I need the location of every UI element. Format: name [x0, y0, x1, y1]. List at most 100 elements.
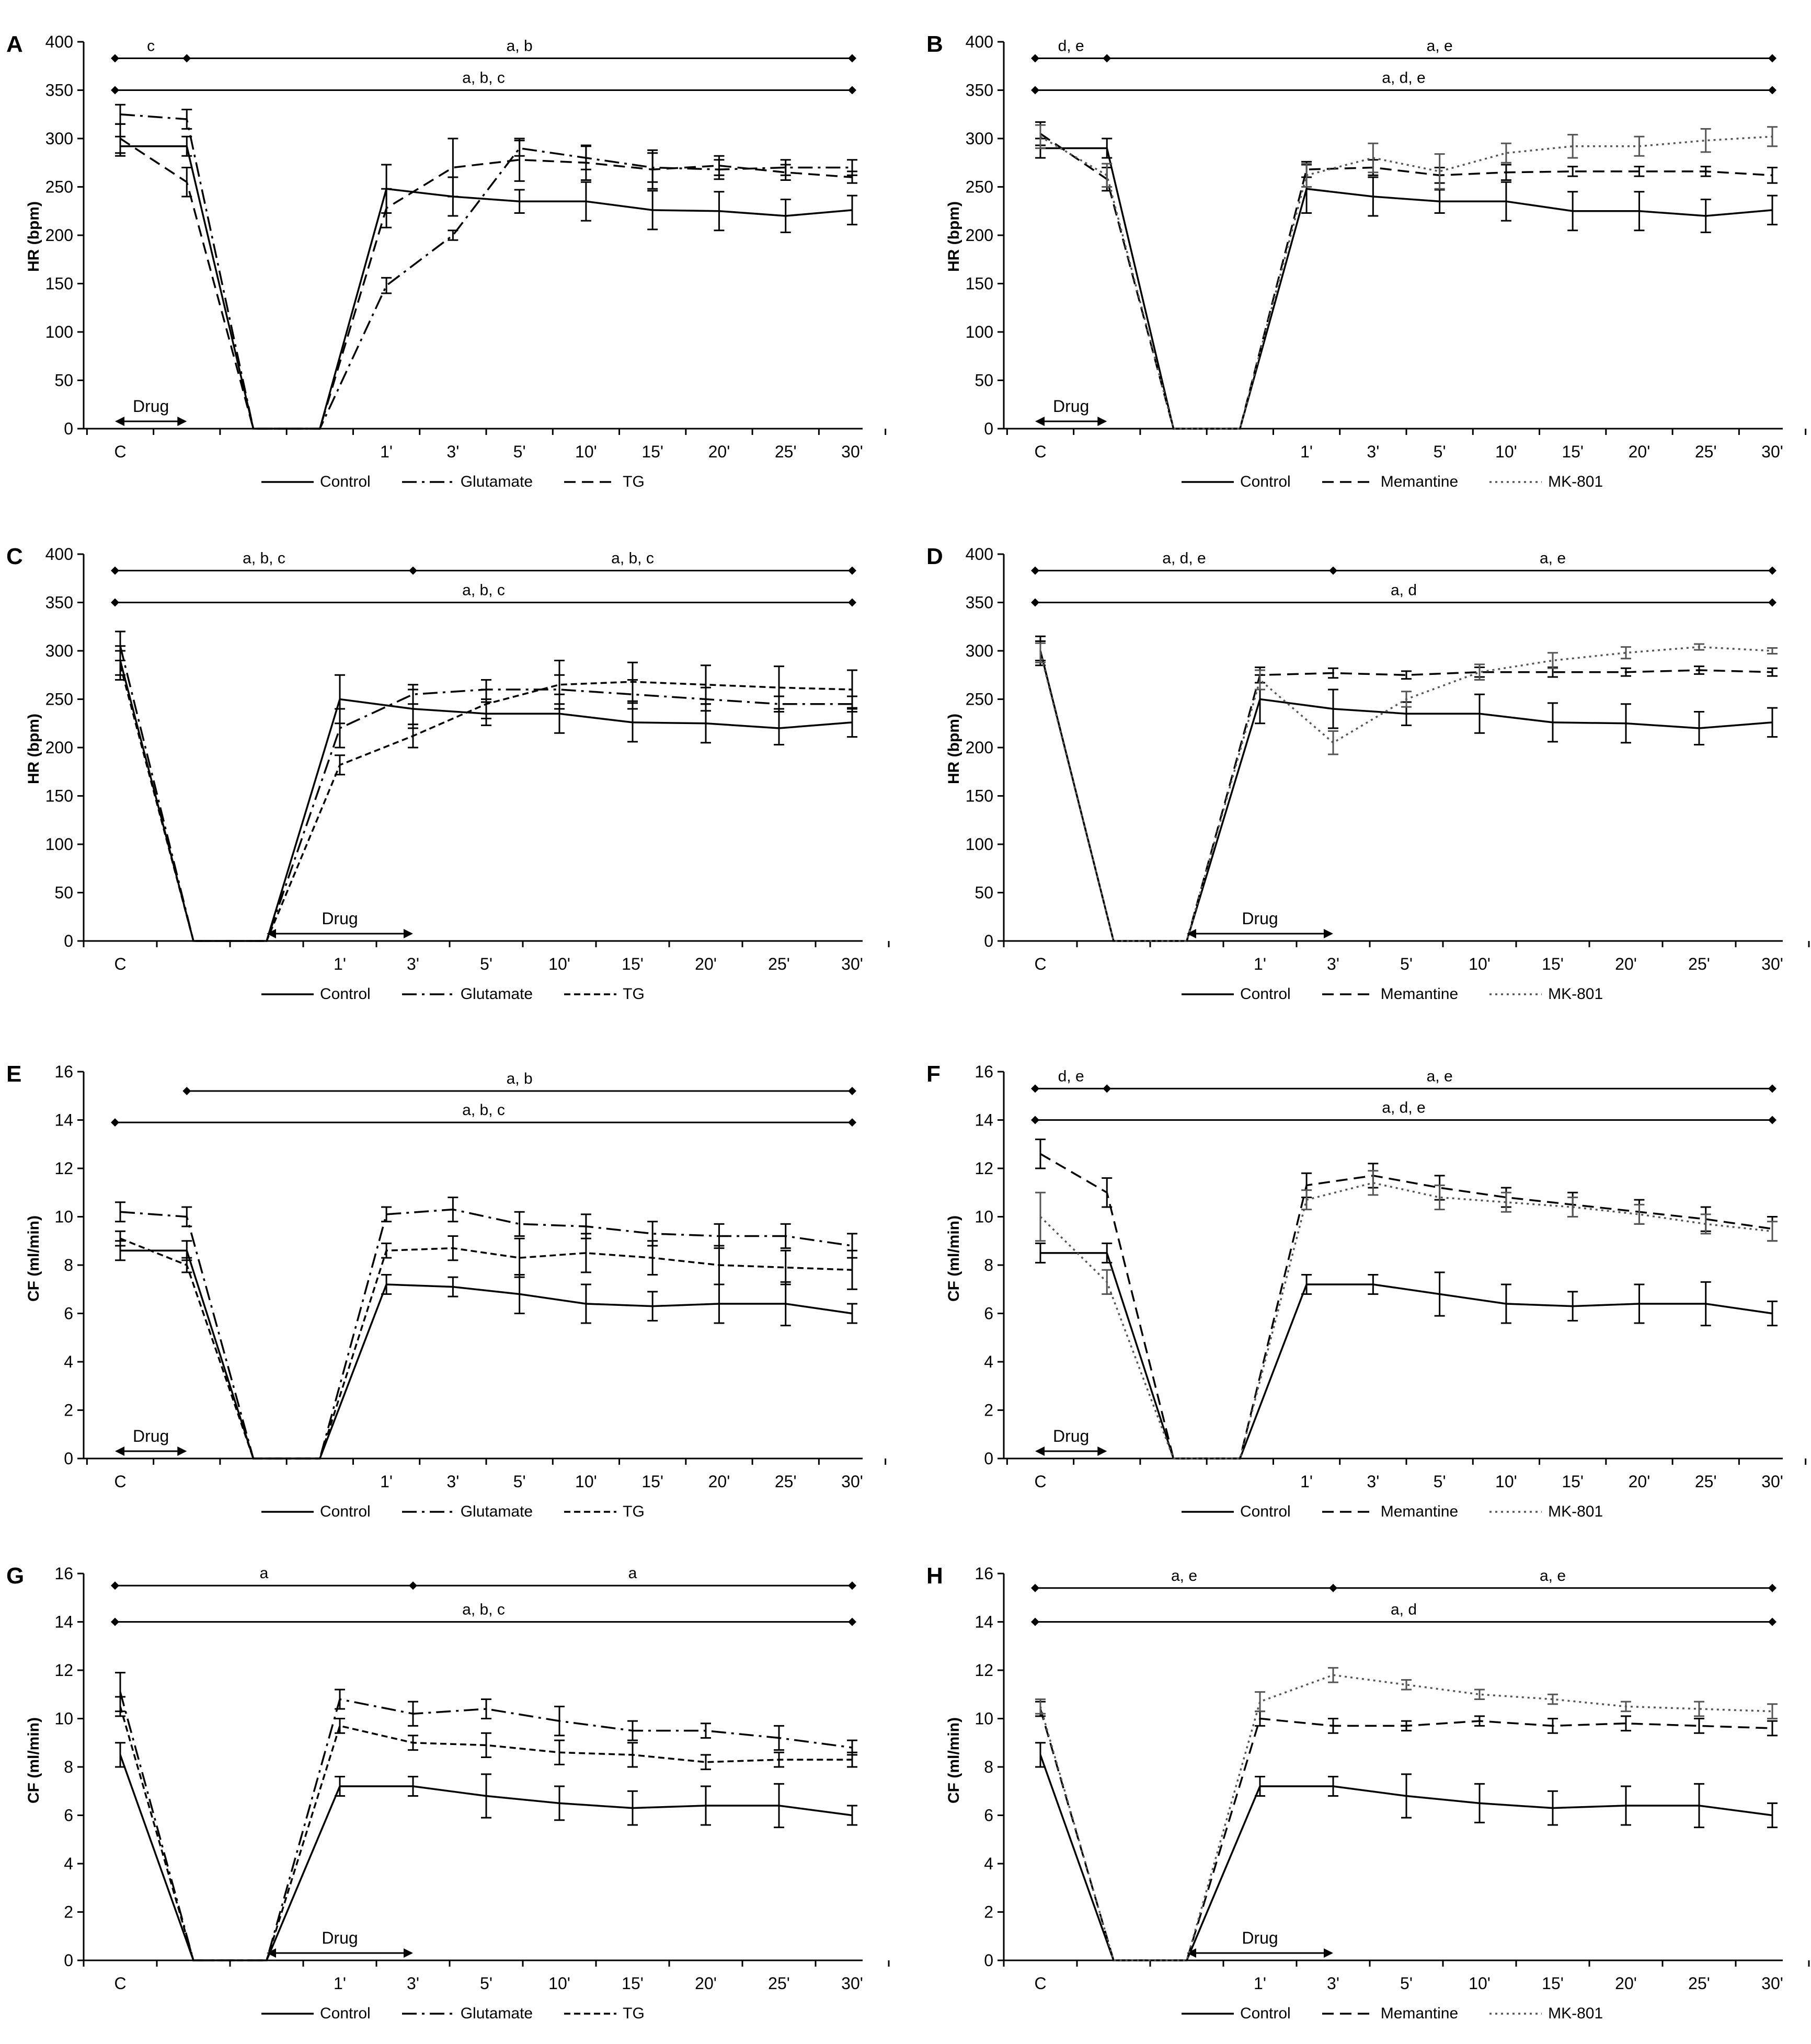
chart-svg: 0 50 100 150 200 250 300 350 400 C 1' 3' 5' 10' 15' 20'…: [45, 545, 890, 973]
x-tick-label: 30': [841, 1472, 863, 1491]
y-tick-label: 10: [975, 1208, 993, 1226]
legend: Control Memantine MK-801: [1182, 2005, 1603, 2023]
series-memantine: [1035, 640, 1778, 942]
y-tick-label: 10: [975, 1709, 993, 1728]
significance-label: a, b, c: [462, 1101, 505, 1119]
significance-marker: [1103, 54, 1111, 63]
series-mk-801: [1035, 1667, 1778, 1961]
significance-marker: [848, 1617, 856, 1626]
legend-swatch: [261, 481, 314, 483]
significance-marker: [1031, 1084, 1039, 1093]
legend-swatch: [1322, 2013, 1374, 2015]
y-tick-label: 0: [64, 932, 73, 950]
y-tick-label: 100: [966, 323, 993, 341]
drug-arrow-head: [1187, 1948, 1196, 1958]
y-tick-label: 350: [966, 81, 993, 100]
x-tick-label: 25': [1688, 1974, 1710, 1993]
x-tick-label: 1': [1300, 1472, 1313, 1491]
y-tick-label: 250: [966, 178, 993, 197]
x-tick-label: 30': [1761, 1472, 1783, 1491]
legend-item: Memantine: [1322, 2005, 1458, 2023]
significance-label: a, b, c: [462, 70, 505, 87]
significance-marker: [409, 566, 417, 575]
series-control: [115, 135, 857, 430]
x-tick-label: 1': [1300, 442, 1313, 461]
drug-arrow-head: [1324, 929, 1333, 938]
drug-arrow-head: [177, 417, 187, 426]
legend-item: Glutamate: [402, 2005, 533, 2023]
significance-marker: [1031, 1116, 1039, 1124]
series-tg: [115, 1696, 857, 1961]
legend-item: TG: [564, 1503, 645, 1521]
significance-label: a, b, c: [611, 549, 654, 567]
y-tick-label: 50: [975, 371, 993, 390]
x-tick-label: 15': [622, 955, 644, 973]
x-tick-label: 3': [446, 1472, 459, 1491]
legend-item: Control: [1182, 1503, 1291, 1521]
chart-svg: 0 50 100 150 200 250 300 350 400 C 1' 3' 5' 10' 15' 20'…: [966, 32, 1807, 461]
drug-label: Drug: [133, 1427, 169, 1445]
legend-label: TG: [623, 1503, 645, 1520]
x-tick-label: 30': [1761, 955, 1783, 973]
legend-item: MK-801: [1489, 473, 1603, 491]
significance-label: a, e: [1427, 1067, 1453, 1085]
significance-marker: [1768, 566, 1776, 575]
legend-label: Glutamate: [460, 473, 533, 490]
x-tick-label: 10': [1469, 1974, 1491, 1993]
series-line: [1039, 1708, 1773, 1961]
x-tick-label: C: [1034, 1472, 1046, 1491]
legend-swatch: [1489, 993, 1542, 995]
significance-marker: [848, 54, 856, 63]
significance-marker: [848, 1581, 856, 1590]
y-tick-label: 0: [64, 419, 73, 438]
x-tick-label: 15': [622, 1974, 644, 1993]
x-tick-label: 5': [480, 1974, 492, 1993]
y-tick-label: 300: [45, 641, 73, 660]
y-tick-label: 100: [45, 323, 73, 341]
series-mk-801: [1035, 1170, 1778, 1460]
y-tick-label: 14: [975, 1613, 993, 1632]
significance-marker: [111, 566, 119, 575]
series-control: [1035, 1242, 1778, 1460]
legend-label: Control: [320, 1503, 371, 1520]
series-tg: [115, 1230, 857, 1460]
series-control: [115, 1742, 857, 1961]
y-tick-label: 50: [975, 883, 993, 902]
series-line: [120, 1237, 853, 1460]
significance-marker: [1031, 1583, 1039, 1592]
legend-swatch: [1322, 481, 1374, 483]
x-tick-label: 3': [1327, 955, 1339, 973]
legend-item: TG: [564, 2005, 645, 2023]
significance-marker: [111, 86, 119, 95]
legend-item: Memantine: [1322, 1503, 1458, 1521]
x-tick-label: 5': [1434, 1472, 1446, 1491]
x-tick-label: C: [1034, 1974, 1046, 1993]
x-tick-label: 5': [1434, 442, 1446, 461]
drug-arrow-head: [177, 1446, 187, 1456]
y-tick-label: 2: [64, 1401, 73, 1420]
x-tick-label: 5': [1400, 955, 1413, 973]
significance-marker: [848, 1087, 856, 1095]
y-tick-label: 6: [64, 1304, 73, 1323]
series-line: [1040, 133, 1773, 430]
panel-letter: G: [6, 1563, 25, 1589]
y-tick-label: 12: [54, 1159, 73, 1178]
significance-marker: [1768, 86, 1776, 95]
legend-swatch: [1182, 2013, 1234, 2015]
series-line: [119, 1692, 853, 1961]
significance-marker: [1031, 1617, 1039, 1626]
drug-arrow-head: [1035, 417, 1045, 426]
panel-h: H CF (ml/min) 0 2 4 6 8 10 12 14 16 C 1' 3' 5' 10' 15' 20…: [920, 1542, 1810, 2044]
y-tick-label: 150: [45, 787, 73, 806]
series-mk-801: [1035, 124, 1778, 430]
panel-b: B HR (bpm) 0 50 100 150 200 250 300 350 400 C 1' 3' 5'…: [920, 10, 1809, 512]
x-tick-label: 25': [775, 442, 797, 461]
significance-label: a: [628, 1565, 637, 1582]
x-tick-label: 20': [1629, 442, 1650, 461]
significance-label: a, d: [1391, 1601, 1417, 1618]
x-tick-label: 5': [513, 442, 526, 461]
y-tick-label: 400: [45, 545, 73, 564]
y-tick-label: 4: [64, 1352, 73, 1371]
x-tick-label: 3': [407, 1974, 419, 1993]
panel-letter: H: [926, 1563, 943, 1589]
